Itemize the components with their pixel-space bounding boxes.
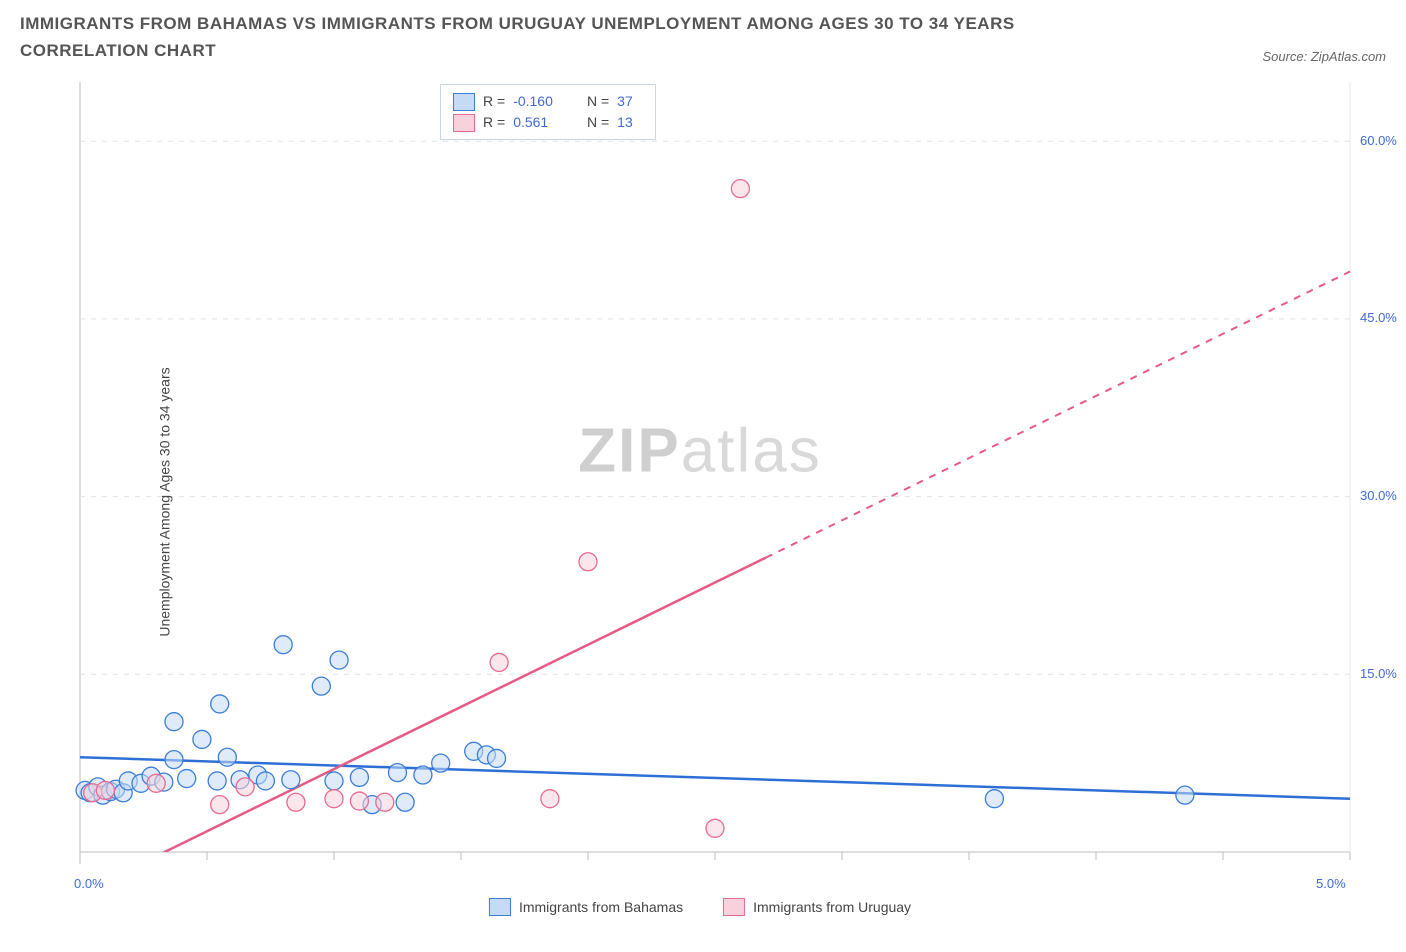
data-point — [432, 755, 450, 773]
data-point — [274, 636, 292, 654]
legend-stat-row: R = -0.160 N = 37 — [453, 91, 643, 112]
legend-item-label: Immigrants from Bahamas — [519, 899, 683, 915]
data-point — [236, 778, 254, 796]
legend-item: Immigrants from Uruguay — [723, 898, 911, 916]
data-point — [985, 790, 1003, 808]
y-axis-label: Unemployment Among Ages 30 to 34 years — [157, 368, 173, 637]
axis-tick-label: 45.0% — [1360, 310, 1397, 325]
data-point — [325, 790, 343, 808]
data-point — [256, 772, 274, 790]
data-point — [165, 713, 183, 731]
data-point — [211, 695, 229, 713]
legend-n-label: N = — [587, 112, 609, 133]
data-point — [96, 782, 114, 800]
legend-swatch — [723, 898, 745, 916]
data-point — [147, 775, 165, 793]
data-point — [211, 796, 229, 814]
legend-swatch — [489, 898, 511, 916]
data-point — [1176, 787, 1194, 805]
legend-n-value: 13 — [617, 112, 643, 133]
legend-item: Immigrants from Bahamas — [489, 898, 683, 916]
legend-swatch — [453, 93, 475, 111]
data-point — [218, 749, 236, 767]
data-point — [706, 820, 724, 838]
data-point — [330, 651, 348, 669]
data-point — [731, 180, 749, 198]
data-point — [396, 794, 414, 812]
legend-n-value: 37 — [617, 91, 643, 112]
data-point — [193, 731, 211, 749]
data-point — [178, 770, 196, 788]
axis-tick-label: 15.0% — [1360, 666, 1397, 681]
legend-item-label: Immigrants from Uruguay — [753, 899, 911, 915]
legend-bottom: Immigrants from Bahamas Immigrants from U… — [489, 898, 911, 916]
axis-tick-label: 0.0% — [74, 876, 104, 891]
data-point — [414, 766, 432, 784]
legend-swatch — [453, 114, 475, 132]
scatter-chart — [20, 72, 1380, 912]
legend-r-label: R = — [483, 91, 505, 112]
data-point — [208, 772, 226, 790]
data-point — [490, 654, 508, 672]
legend-n-label: N = — [587, 91, 609, 112]
data-point — [350, 792, 368, 810]
data-point — [165, 751, 183, 769]
legend-r-label: R = — [483, 112, 505, 133]
data-point — [541, 790, 559, 808]
legend-r-value: -0.160 — [513, 91, 563, 112]
data-point — [282, 771, 300, 789]
data-point — [389, 764, 407, 782]
axis-tick-label: 60.0% — [1360, 133, 1397, 148]
legend-stat-row: R = 0.561 N = 13 — [453, 112, 643, 133]
chart-container: Unemployment Among Ages 30 to 34 years Z… — [20, 72, 1380, 932]
legend-r-value: 0.561 — [513, 112, 563, 133]
data-point — [325, 772, 343, 790]
data-point — [350, 769, 368, 787]
legend-top: R = -0.160 N = 37 R = 0.561 N = 13 — [440, 84, 656, 140]
data-point — [287, 794, 305, 812]
data-point — [376, 794, 394, 812]
axis-tick-label: 5.0% — [1316, 876, 1346, 891]
source-label: Source: ZipAtlas.com — [1262, 49, 1386, 64]
data-point — [312, 678, 330, 696]
axis-tick-label: 30.0% — [1360, 488, 1397, 503]
chart-title: IMMIGRANTS FROM BAHAMAS VS IMMIGRANTS FR… — [20, 10, 1120, 64]
data-point — [579, 553, 597, 571]
data-point — [488, 750, 506, 768]
